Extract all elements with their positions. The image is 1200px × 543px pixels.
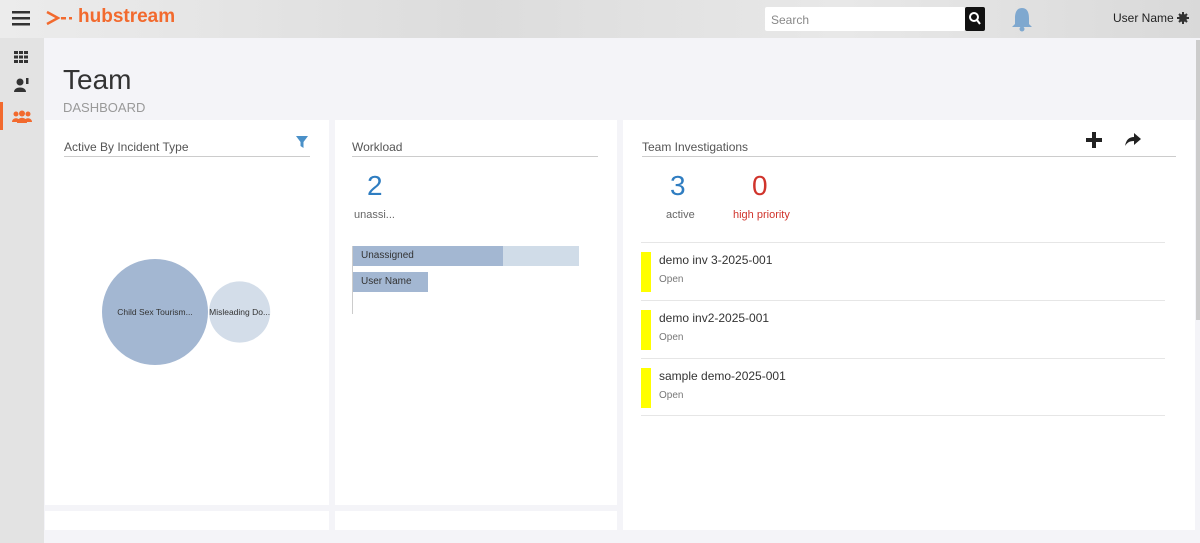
priority-flag <box>641 368 651 408</box>
filter-button[interactable] <box>296 136 308 148</box>
panel-title: Workload <box>352 140 598 157</box>
user-name[interactable]: User Name <box>1113 11 1174 25</box>
bar-label: User Name <box>361 276 412 287</box>
menu-button[interactable] <box>12 10 30 26</box>
active-count: 3 <box>670 170 686 201</box>
notifications-button[interactable] <box>1010 6 1034 32</box>
logo: hubstream <box>78 6 176 27</box>
high-priority-label: high priority <box>733 209 790 221</box>
investigation-status: Open <box>659 390 684 401</box>
apps-nav[interactable] <box>14 51 28 63</box>
investigation-row[interactable]: demo inv 3-2025-001 Open <box>641 242 1165 300</box>
bubble-label: Misleading Do... <box>209 307 270 317</box>
investigation-status: Open <box>659 274 684 285</box>
sidebar <box>0 38 44 543</box>
top-bar: hubstream Search User Name <box>0 0 1200 38</box>
scrollbar <box>1196 40 1200 320</box>
page-subtitle: DASHBOARD <box>63 100 146 115</box>
panel-title: Team Investigations <box>642 140 1176 157</box>
investigation-row[interactable]: demo inv2-2025-001 Open <box>641 300 1165 358</box>
list-divider <box>641 415 1165 416</box>
investigation-list: demo inv 3-2025-001 Open demo inv2-2025-00… <box>623 242 1195 422</box>
bubble[interactable] <box>209 281 271 343</box>
search-input[interactable]: Search <box>765 7 965 31</box>
bubble-chart: Child Sex Tourism... Misleading Do... <box>102 258 271 366</box>
priority-flag <box>641 252 651 292</box>
investigations-panel: Team Investigations 3 active 0 high prio… <box>623 120 1195 530</box>
investigation-name: demo inv 3-2025-001 <box>659 253 773 267</box>
team-nav[interactable] <box>12 110 32 124</box>
settings-button[interactable] <box>1177 12 1189 24</box>
workload-bars: Unassigned User Name <box>352 246 583 314</box>
investigation-name: demo inv2-2025-001 <box>659 311 770 325</box>
panel <box>45 511 329 530</box>
investigation-status: Open <box>659 332 684 343</box>
share-button[interactable] <box>1125 133 1141 147</box>
search-button[interactable] <box>965 7 985 31</box>
investigation-name: sample demo-2025-001 <box>659 369 786 383</box>
unassigned-label: unassi... <box>354 209 395 221</box>
bar-label: Unassigned <box>361 250 414 261</box>
active-label: active <box>666 209 695 221</box>
bar[interactable] <box>353 246 503 266</box>
priority-flag <box>641 310 651 350</box>
search-placeholder: Search <box>771 13 810 27</box>
bar[interactable] <box>353 272 428 292</box>
panel <box>335 511 617 530</box>
bubble[interactable] <box>102 258 209 366</box>
investigation-row[interactable]: sample demo-2025-001 Open <box>641 358 1165 416</box>
person-nav[interactable] <box>14 78 30 92</box>
logo-mark <box>46 10 72 26</box>
high-priority-count: 0 <box>752 170 768 201</box>
workload-panel: Workload 2 unassi... Unassigned User Name <box>335 120 617 505</box>
incident-panel: Active By Incident Type Child Sex Touris… <box>45 120 329 505</box>
add-button[interactable] <box>1086 132 1102 148</box>
active-indicator <box>0 102 3 130</box>
unassigned-count: 2 <box>367 170 383 201</box>
bubble-label: Child Sex Tourism... <box>117 307 192 317</box>
page-title: Team <box>63 64 132 95</box>
panel-title: Active By Incident Type <box>64 140 310 157</box>
